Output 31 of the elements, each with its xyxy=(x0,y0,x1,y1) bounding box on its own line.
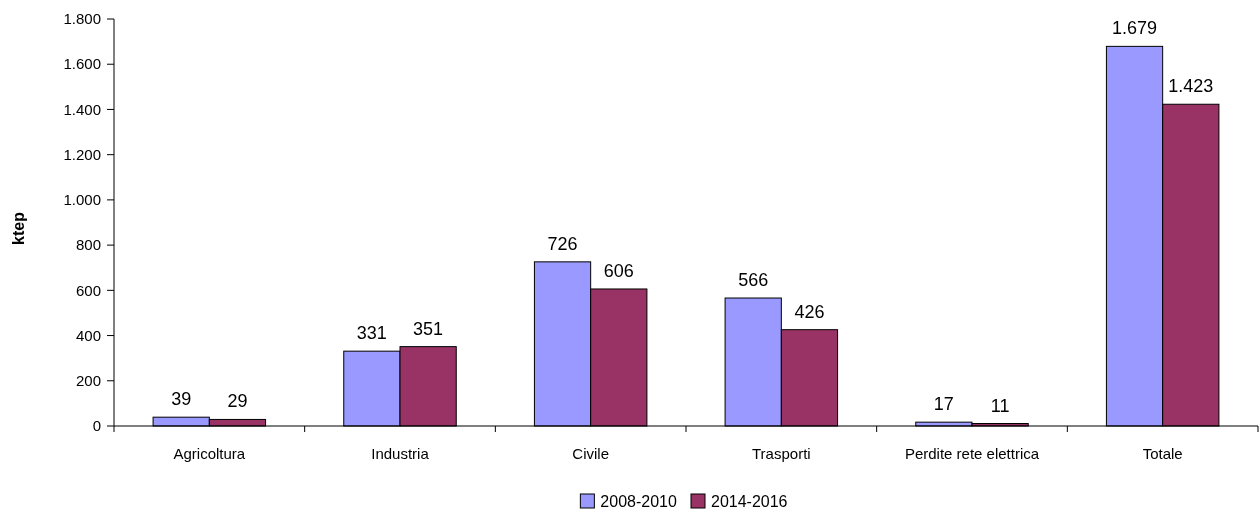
y-tick-label: 1.200 xyxy=(63,145,101,163)
y-tick-label: 600 xyxy=(75,281,101,299)
data-label: 39 xyxy=(171,389,192,410)
data-label: 11 xyxy=(990,395,1010,416)
y-tick-label: 400 xyxy=(75,326,101,344)
data-label: 426 xyxy=(794,301,825,322)
data-label: 351 xyxy=(413,318,444,339)
legend-label: 2008-2010 xyxy=(600,492,677,510)
legend-label: 2014-2016 xyxy=(711,492,788,510)
y-tick-label: 1.800 xyxy=(63,10,101,28)
y-tick-label: 200 xyxy=(75,372,101,390)
y-tick-label: 1.600 xyxy=(63,55,101,73)
data-label: 606 xyxy=(603,260,634,281)
x-tick-label: Totale xyxy=(1142,445,1183,462)
data-label: 726 xyxy=(547,233,578,254)
y-tick-label: 1.000 xyxy=(63,191,101,209)
y-axis-title: ktep xyxy=(10,211,27,245)
x-tick-label: Agricoltura xyxy=(173,445,246,462)
x-tick-label: Trasporti xyxy=(752,445,811,462)
data-label: 17 xyxy=(933,394,954,415)
x-tick-label: Civile xyxy=(572,445,610,462)
data-label: 1.679 xyxy=(1112,18,1158,39)
y-tick-label: 800 xyxy=(75,236,101,254)
x-tick-label: Perdite rete elettrica xyxy=(904,445,1040,462)
y-tick-label: 0 xyxy=(92,417,101,435)
y-tick-label: 1.400 xyxy=(63,100,101,118)
data-label: 29 xyxy=(227,391,248,412)
data-label: 566 xyxy=(738,270,769,291)
data-label: 331 xyxy=(356,323,387,344)
data-label: 1.423 xyxy=(1168,76,1214,97)
x-tick-label: Industria xyxy=(371,445,430,462)
